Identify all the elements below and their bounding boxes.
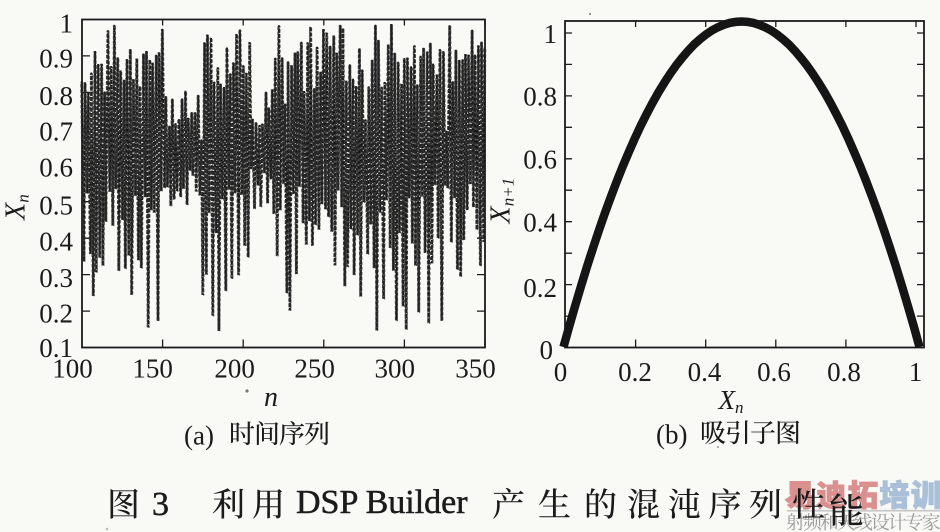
svg-text:0.6: 0.6: [757, 357, 791, 387]
svg-text:250: 250: [294, 354, 335, 384]
svg-text:0: 0: [540, 335, 554, 365]
svg-text:1: 1: [909, 357, 923, 387]
svg-text:0.8: 0.8: [827, 357, 861, 387]
svg-text:1: 1: [544, 19, 558, 49]
svg-text:1: 1: [60, 9, 74, 39]
svg-text:0.3: 0.3: [39, 263, 73, 293]
svg-text:0.4: 0.4: [523, 208, 557, 238]
svg-text:100: 100: [52, 354, 93, 384]
svg-text:0.8: 0.8: [523, 82, 557, 112]
svg-text:DSP Builder: DSP Builder: [296, 484, 468, 521]
svg-text:n: n: [264, 382, 278, 413]
svg-text:X: X: [486, 206, 517, 225]
svg-text:350: 350: [455, 354, 496, 384]
svg-text:0.1: 0.1: [39, 333, 73, 363]
svg-text:0.6: 0.6: [523, 145, 557, 175]
svg-text:(b): (b): [656, 420, 687, 450]
svg-text:n+1: n+1: [499, 178, 518, 206]
svg-text:0: 0: [554, 357, 568, 387]
svg-text:n: n: [14, 194, 33, 203]
svg-text:X: X: [1, 202, 32, 221]
svg-text:0.5: 0.5: [39, 191, 73, 221]
svg-text:0.7: 0.7: [39, 117, 73, 147]
svg-text:0.6: 0.6: [39, 153, 73, 183]
svg-text:0.9: 0.9: [39, 44, 73, 74]
svg-text:300: 300: [374, 354, 415, 384]
svg-text:0.4: 0.4: [688, 357, 722, 387]
svg-text:3: 3: [152, 486, 169, 523]
svg-text:0.4: 0.4: [39, 227, 73, 257]
svg-text:200: 200: [214, 354, 255, 384]
svg-text:0.8: 0.8: [39, 81, 73, 111]
svg-text:0.2: 0.2: [618, 357, 652, 387]
svg-text:0.2: 0.2: [523, 273, 557, 303]
svg-text:150: 150: [132, 354, 173, 384]
svg-text:(a): (a): [184, 421, 214, 451]
svg-text:0.2: 0.2: [39, 299, 73, 329]
